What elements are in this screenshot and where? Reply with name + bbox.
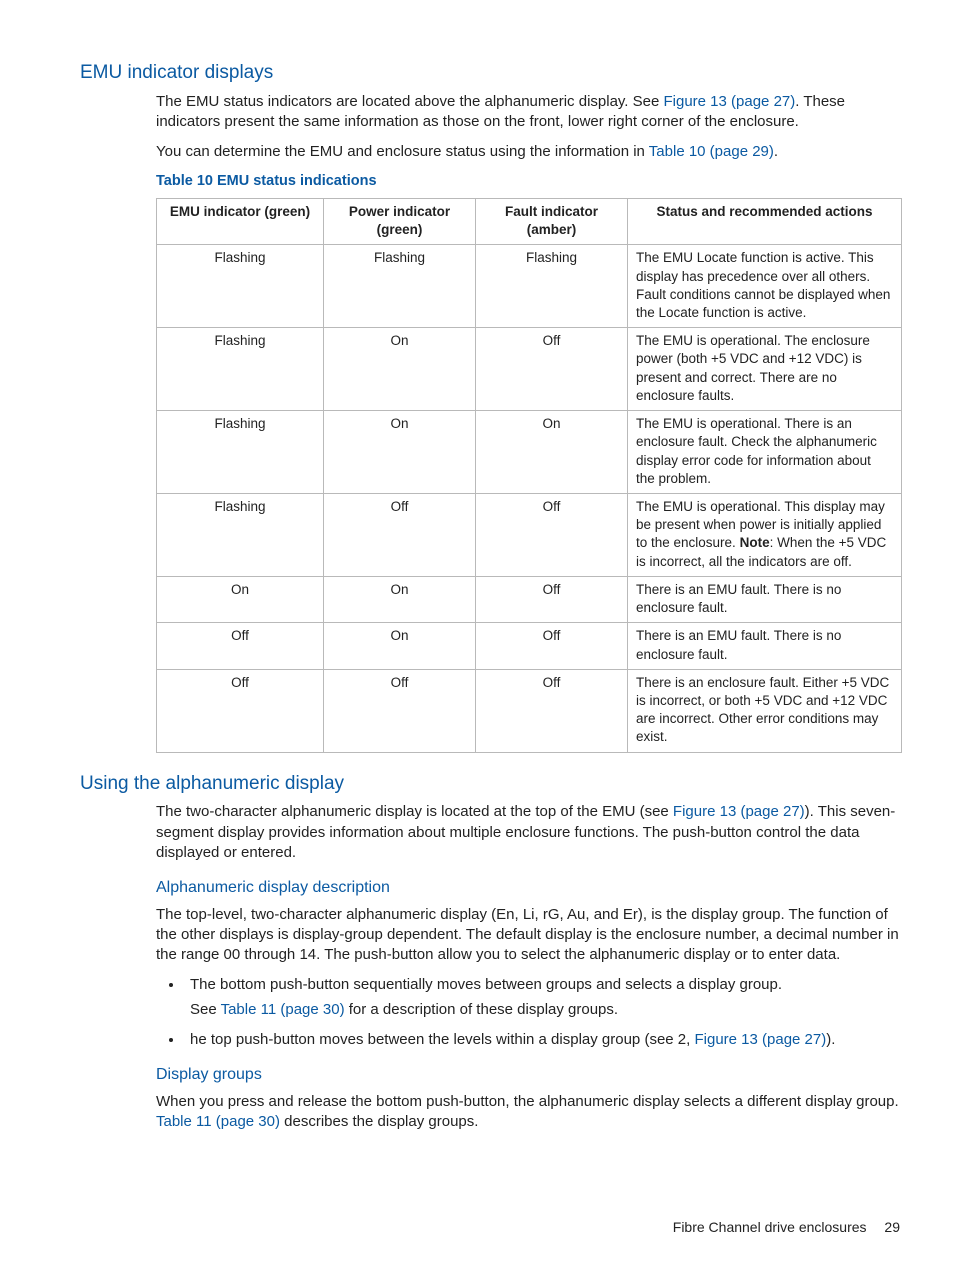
table10: EMU indicator (green) Power indicator (g… bbox=[156, 198, 902, 753]
th-emu-indicator: EMU indicator (green) bbox=[157, 198, 324, 244]
table10-caption: Table 10 EMU status indications bbox=[156, 172, 902, 192]
list-item: The bottom push-button sequentially move… bbox=[184, 975, 902, 1020]
cell: Off bbox=[476, 669, 628, 752]
text: When you press and release the bottom pu… bbox=[156, 1093, 899, 1110]
text: The bottom push-button sequentially move… bbox=[190, 976, 782, 993]
list-item: he top push-button moves between the lev… bbox=[184, 1030, 902, 1050]
text: for a description of these display group… bbox=[345, 1001, 619, 1018]
table-row: Flashing On On The EMU is operational. T… bbox=[157, 411, 902, 494]
text: The two-character alphanumeric display i… bbox=[156, 803, 673, 820]
cell: Off bbox=[476, 623, 628, 669]
cell: Off bbox=[157, 669, 324, 752]
cell: The EMU is operational. The enclosure po… bbox=[628, 328, 902, 411]
heading-emu-indicator-displays: EMU indicator displays bbox=[80, 60, 902, 86]
table10-header-row: EMU indicator (green) Power indicator (g… bbox=[157, 198, 902, 244]
footer-text: Fibre Channel drive enclosures bbox=[673, 1219, 867, 1235]
cell: The EMU Locate function is active. This … bbox=[628, 245, 902, 328]
link-table-10[interactable]: Table 10 (page 29) bbox=[649, 143, 774, 160]
cell: On bbox=[157, 576, 324, 622]
section1-para1: The EMU status indicators are located ab… bbox=[156, 92, 902, 133]
link-figure-13[interactable]: Figure 13 (page 27) bbox=[673, 803, 805, 820]
text: ). bbox=[826, 1031, 835, 1048]
table-row: Flashing Flashing Flashing The EMU Locat… bbox=[157, 245, 902, 328]
cell: Off bbox=[476, 576, 628, 622]
page-container: EMU indicator displays The EMU status in… bbox=[0, 0, 954, 1271]
section3-body: The top-level, two-character alphanumeri… bbox=[156, 905, 902, 1051]
cell: The EMU is operational. There is an encl… bbox=[628, 411, 902, 494]
cell: Flashing bbox=[476, 245, 628, 328]
table-row: Off Off Off There is an enclosure fault.… bbox=[157, 669, 902, 752]
th-fault-indicator: Fault indicator (amber) bbox=[476, 198, 628, 244]
cell: Off bbox=[324, 669, 476, 752]
cell: Flashing bbox=[324, 245, 476, 328]
page-number: 29 bbox=[884, 1219, 900, 1235]
cell: Flashing bbox=[157, 494, 324, 577]
section3-bullets: The bottom push-button sequentially move… bbox=[156, 975, 902, 1050]
cell: Off bbox=[324, 494, 476, 577]
text: See bbox=[190, 1001, 221, 1018]
link-figure-13[interactable]: Figure 13 (page 27) bbox=[694, 1031, 826, 1048]
link-table-11[interactable]: Table 11 (page 30) bbox=[221, 1001, 345, 1018]
text: describes the display groups. bbox=[280, 1113, 478, 1130]
cell: There is an EMU fault. There is no enclo… bbox=[628, 623, 902, 669]
heading-alphanumeric-display-description: Alphanumeric display description bbox=[156, 877, 902, 899]
link-table-11[interactable]: Table 11 (page 30) bbox=[156, 1113, 280, 1130]
cell: On bbox=[324, 576, 476, 622]
section3-para1: The top-level, two-character alphanumeri… bbox=[156, 905, 902, 966]
heading-display-groups: Display groups bbox=[156, 1064, 902, 1086]
cell: On bbox=[324, 328, 476, 411]
section1-body: The EMU status indicators are located ab… bbox=[156, 92, 902, 753]
note-label: Note bbox=[740, 535, 770, 550]
section2-body: The two-character alphanumeric display i… bbox=[156, 802, 902, 863]
section1-para2: You can determine the EMU and enclosure … bbox=[156, 142, 902, 162]
cell: There is an EMU fault. There is no enclo… bbox=[628, 576, 902, 622]
table-row: Flashing Off Off The EMU is operational.… bbox=[157, 494, 902, 577]
cell: Flashing bbox=[157, 328, 324, 411]
section4-body: When you press and release the bottom pu… bbox=[156, 1092, 902, 1133]
text: The EMU status indicators are located ab… bbox=[156, 93, 664, 110]
cell: Flashing bbox=[157, 245, 324, 328]
cell: Flashing bbox=[157, 411, 324, 494]
link-figure-13[interactable]: Figure 13 (page 27) bbox=[664, 93, 796, 110]
text: See Table 11 (page 30) for a description… bbox=[190, 1000, 902, 1020]
section4-para1: When you press and release the bottom pu… bbox=[156, 1092, 902, 1133]
cell: Off bbox=[476, 494, 628, 577]
text: he top push-button moves between the lev… bbox=[190, 1031, 694, 1048]
th-status-actions: Status and recommended actions bbox=[628, 198, 902, 244]
cell: On bbox=[324, 411, 476, 494]
text: You can determine the EMU and enclosure … bbox=[156, 143, 649, 160]
cell: Off bbox=[157, 623, 324, 669]
th-power-indicator: Power indicator (green) bbox=[324, 198, 476, 244]
text: . bbox=[774, 143, 778, 160]
cell: There is an enclosure fault. Either +5 V… bbox=[628, 669, 902, 752]
cell: On bbox=[476, 411, 628, 494]
cell: On bbox=[324, 623, 476, 669]
cell: Off bbox=[476, 328, 628, 411]
table-row: On On Off There is an EMU fault. There i… bbox=[157, 576, 902, 622]
heading-using-alphanumeric-display: Using the alphanumeric display bbox=[80, 771, 902, 797]
table-row: Off On Off There is an EMU fault. There … bbox=[157, 623, 902, 669]
section2-para1: The two-character alphanumeric display i… bbox=[156, 802, 902, 863]
table-row: Flashing On Off The EMU is operational. … bbox=[157, 328, 902, 411]
page-footer: Fibre Channel drive enclosures 29 bbox=[673, 1218, 900, 1237]
cell: The EMU is operational. This display may… bbox=[628, 494, 902, 577]
